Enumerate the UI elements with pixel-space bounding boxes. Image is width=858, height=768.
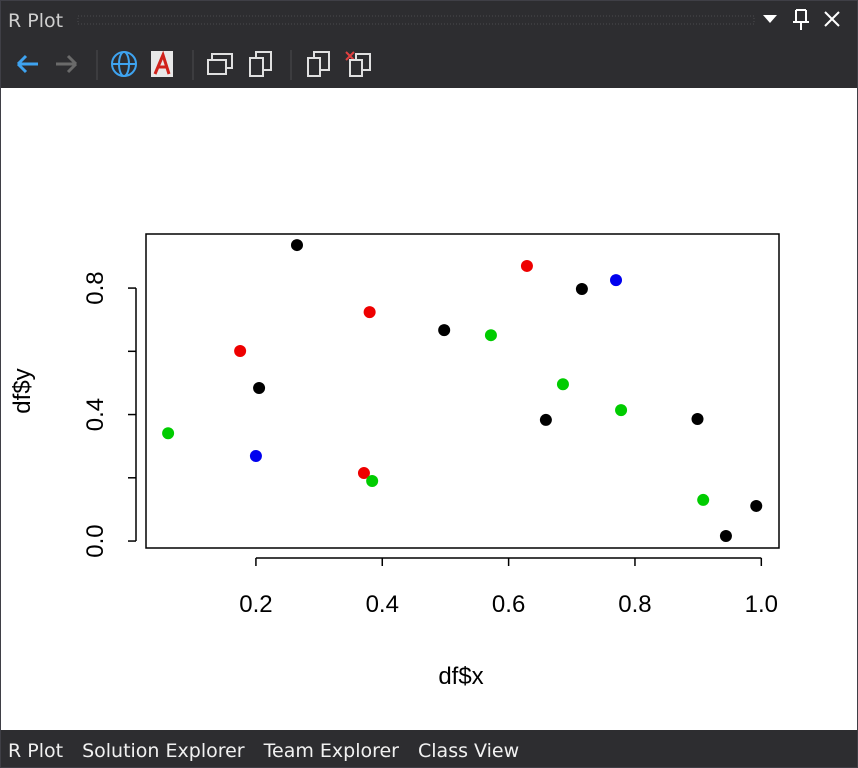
export-web-button[interactable] <box>111 51 137 77</box>
y-tick-label: 0.8 <box>82 271 109 304</box>
point <box>363 306 376 319</box>
export-pdf-button[interactable] <box>151 50 173 77</box>
point <box>234 344 247 357</box>
point <box>750 499 763 512</box>
point <box>556 378 569 391</box>
tab[interactable]: Solution Explorer <box>82 740 245 762</box>
point <box>575 283 588 296</box>
point <box>539 413 552 426</box>
point <box>697 493 710 506</box>
point <box>438 324 451 337</box>
point <box>357 467 370 480</box>
toolbar <box>0 40 858 88</box>
tab-bar <box>0 730 858 768</box>
forward-button[interactable] <box>56 54 78 74</box>
copy-button[interactable] <box>207 53 233 75</box>
x-tick-label: 0.4 <box>366 591 399 618</box>
back-button[interactable] <box>16 54 38 74</box>
point <box>691 412 704 425</box>
dropdown-button[interactable] <box>763 15 777 23</box>
point <box>253 381 266 394</box>
window-title: R Plot <box>8 10 63 32</box>
tab[interactable]: R Plot <box>8 740 63 762</box>
title-bar <box>0 0 858 40</box>
x-tick-label: 0.2 <box>239 591 272 618</box>
y-axis-label: df$y <box>9 368 36 413</box>
tab[interactable]: Class View <box>418 740 519 762</box>
remove-plot-icon <box>345 51 355 61</box>
x-tick-label: 0.8 <box>618 591 651 618</box>
pin-button[interactable] <box>793 9 809 30</box>
y-tick-label: 0.4 <box>82 398 109 431</box>
point <box>290 239 303 252</box>
plot-box <box>145 233 780 549</box>
point <box>719 529 732 542</box>
point <box>520 259 533 272</box>
y-tick-label: 0.0 <box>82 524 109 557</box>
point <box>615 404 628 417</box>
point <box>249 449 262 462</box>
x-tick-label: 0.6 <box>492 591 525 618</box>
x-axis-label: df$x <box>438 663 483 690</box>
previous-plot-button[interactable] <box>307 51 330 77</box>
remove-plot-button[interactable] <box>349 53 371 77</box>
point <box>484 329 497 342</box>
tab[interactable]: Team Explorer <box>263 740 400 762</box>
point <box>366 474 379 487</box>
point <box>610 274 623 287</box>
point <box>162 427 175 440</box>
copy-metafile-button[interactable] <box>249 51 272 77</box>
x-tick-label: 1.0 <box>745 591 778 618</box>
close-button[interactable] <box>824 11 840 27</box>
